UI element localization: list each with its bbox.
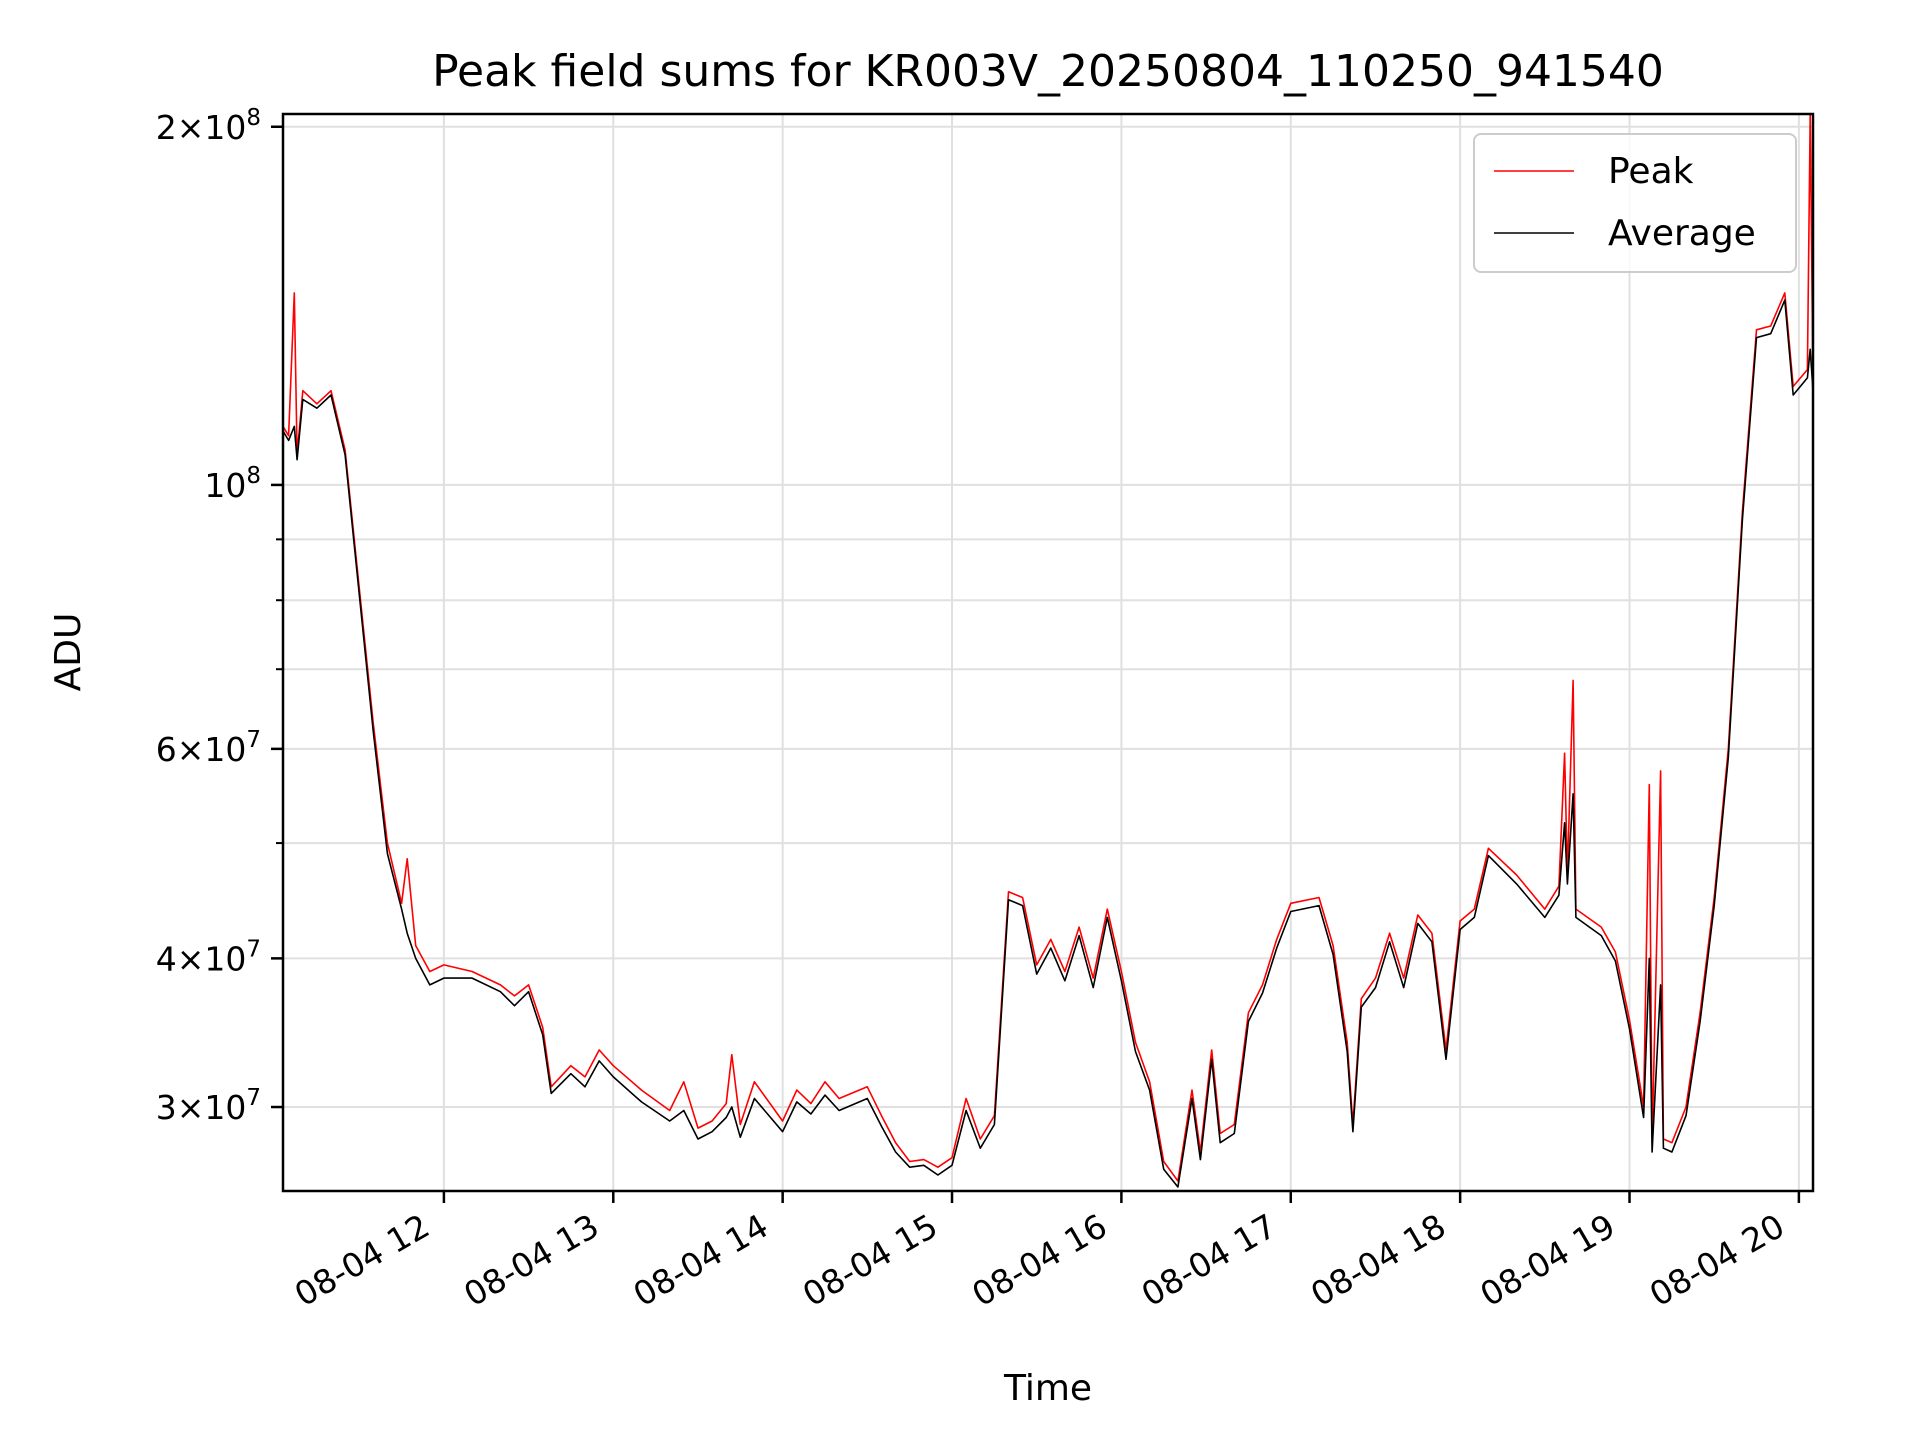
y-tick-label: 3×107 (156, 1085, 261, 1127)
x-axis-label: Time (1003, 1368, 1092, 1409)
y-axis-label: ADU (48, 613, 89, 692)
y-tick-label: 108 (204, 463, 261, 505)
y-tick-label: 2×108 (156, 105, 261, 147)
y-tick-label: 6×107 (156, 727, 261, 769)
y-axis-ticks: 3×107 4×107 6×107 108 2×108 (156, 105, 283, 1127)
grid (283, 114, 1813, 1191)
legend: Peak Average (1473, 133, 1797, 273)
legend-label-average: Average (1608, 213, 1756, 254)
chart-title: Peak field sums for KR003V_20250804_1102… (432, 46, 1664, 97)
series-line-average (282, 299, 1814, 1188)
plot-frame (281, 112, 1815, 1193)
series-layer (282, 113, 1814, 1188)
legend-label-peak: Peak (1608, 151, 1694, 192)
y-tick-label: 4×107 (156, 936, 261, 978)
series-line-peak (282, 113, 1814, 1182)
legend-box (1473, 133, 1797, 273)
